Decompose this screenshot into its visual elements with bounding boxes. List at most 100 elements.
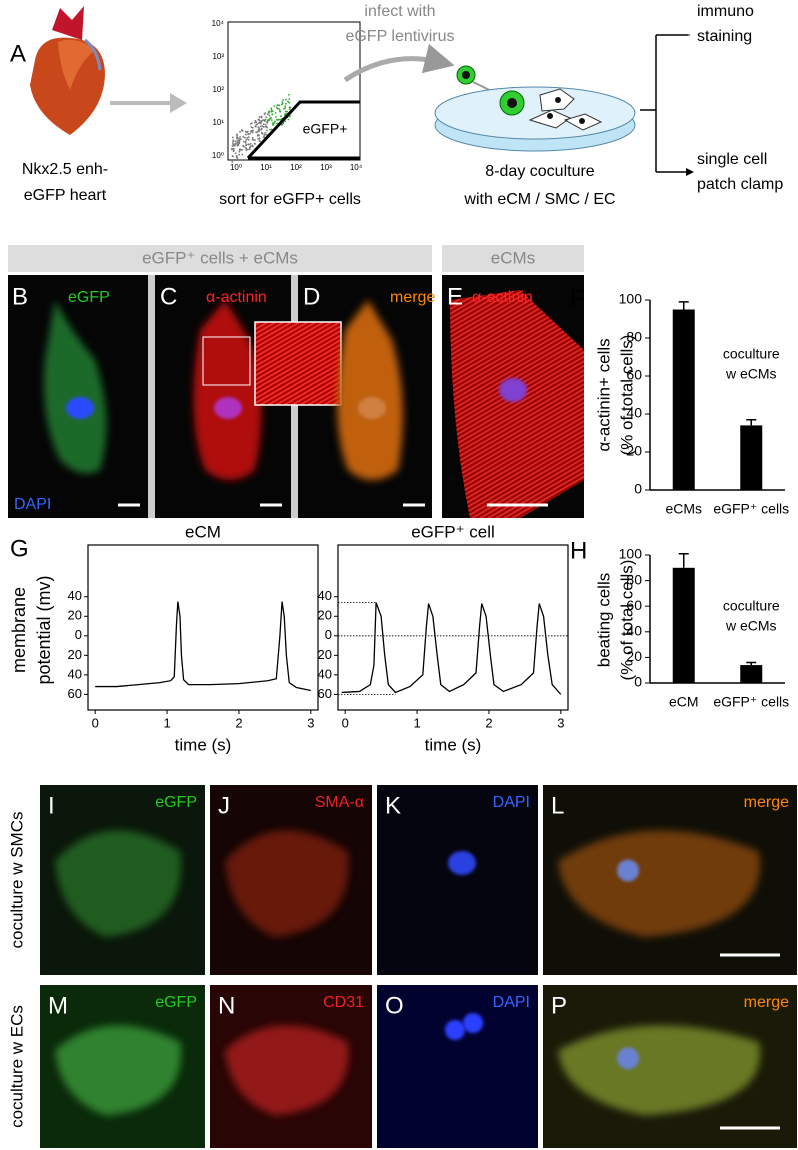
dot bbox=[263, 134, 266, 137]
dot bbox=[256, 123, 259, 126]
x-tick-label: eCMs bbox=[665, 501, 702, 517]
dot bbox=[247, 143, 250, 146]
dot bbox=[262, 126, 265, 128]
y-tick-label: 100 bbox=[619, 546, 643, 562]
dot bbox=[243, 140, 245, 143]
x-tick-label: 2 bbox=[485, 715, 492, 730]
dot bbox=[279, 110, 282, 113]
dot bbox=[265, 133, 268, 136]
stain-label: eGFP bbox=[155, 994, 197, 1011]
dot bbox=[236, 157, 239, 160]
dot bbox=[271, 113, 274, 116]
y-tick-label: 20 bbox=[626, 443, 642, 459]
panel-label: C bbox=[160, 283, 177, 310]
dot bbox=[251, 138, 254, 141]
bar bbox=[740, 425, 763, 490]
bar bbox=[672, 309, 695, 490]
dot bbox=[251, 145, 254, 148]
dot bbox=[288, 108, 291, 111]
micrograph bbox=[377, 985, 538, 1148]
micrograph bbox=[377, 785, 538, 975]
arrow bbox=[343, 43, 455, 83]
flow-tick-label: 10³ bbox=[320, 163, 332, 172]
flow-tick-label: 10¹ bbox=[212, 118, 224, 127]
x-tick-label: 2 bbox=[235, 715, 242, 730]
stain-label: α-actinin bbox=[206, 289, 267, 306]
dot bbox=[244, 141, 247, 144]
y-tick-label: 40 bbox=[318, 666, 332, 681]
caption: patch clamp bbox=[697, 176, 783, 193]
dot bbox=[284, 110, 287, 113]
dot bbox=[245, 143, 248, 146]
dot bbox=[251, 131, 254, 134]
y-tick-label: 0 bbox=[634, 481, 642, 497]
dot bbox=[260, 127, 263, 130]
dot bbox=[284, 113, 286, 116]
y-tick-label: 20 bbox=[68, 647, 82, 662]
dot bbox=[273, 105, 276, 108]
dot bbox=[288, 93, 290, 96]
bar bbox=[740, 665, 763, 683]
dot bbox=[256, 134, 259, 137]
dot bbox=[247, 132, 250, 135]
dot bbox=[236, 144, 239, 147]
dot bbox=[253, 142, 256, 145]
plot-frame bbox=[337, 544, 569, 711]
y-axis-label: membrane bbox=[9, 587, 29, 673]
y-axis-label: potential (mv) bbox=[34, 575, 54, 684]
dot bbox=[238, 153, 241, 156]
plot-frame bbox=[87, 544, 319, 711]
dot bbox=[271, 123, 274, 126]
x-tick-label: eGFP⁺ cells bbox=[713, 694, 789, 710]
dot bbox=[238, 138, 241, 141]
panel-label: J bbox=[218, 792, 230, 819]
dot bbox=[247, 138, 250, 141]
row-b-e: eGFP⁺ cells + eCMs eCMs B C D E eGFP DAP… bbox=[8, 245, 584, 518]
y-tick-label: 40 bbox=[318, 588, 332, 603]
dot bbox=[283, 107, 285, 110]
caption: 8-day coculture bbox=[485, 163, 594, 180]
dot bbox=[245, 138, 248, 141]
dot bbox=[264, 131, 267, 134]
nucleus bbox=[463, 1013, 483, 1033]
dot bbox=[284, 102, 287, 105]
bar bbox=[672, 567, 695, 683]
dot bbox=[249, 142, 252, 145]
dot bbox=[248, 148, 251, 151]
y-tick-label: 0 bbox=[75, 627, 82, 642]
dot bbox=[271, 110, 274, 113]
dot bbox=[288, 101, 290, 104]
dot bbox=[263, 133, 266, 135]
dot bbox=[260, 116, 263, 119]
caption: sort for eGFP+ cells bbox=[219, 191, 361, 208]
dot bbox=[264, 123, 267, 126]
panel-label: O bbox=[385, 992, 404, 1019]
stain-label: α-actinin bbox=[472, 289, 533, 306]
flow-tick-label: 10¹ bbox=[260, 163, 272, 172]
dot bbox=[244, 140, 247, 143]
y-tick-label: 20 bbox=[626, 648, 642, 664]
caption: eGFP lentivirus bbox=[345, 28, 454, 45]
arrowheads bbox=[684, 34, 690, 172]
y-axis-label: beating cells bbox=[594, 573, 613, 668]
flow-dots bbox=[231, 93, 292, 163]
dot bbox=[269, 117, 271, 120]
gate-label: eGFP+ bbox=[303, 121, 348, 137]
dot bbox=[232, 140, 234, 143]
dot bbox=[232, 155, 234, 158]
dot bbox=[232, 147, 235, 150]
dot bbox=[239, 136, 242, 138]
dot bbox=[244, 130, 247, 133]
stain-label: eGFP bbox=[155, 794, 197, 811]
nucleus bbox=[617, 1047, 639, 1070]
dot bbox=[257, 118, 260, 121]
dot bbox=[273, 122, 276, 124]
flow-tick-label: 10⁴ bbox=[350, 163, 363, 172]
dot bbox=[279, 115, 282, 118]
header: eCMs bbox=[491, 248, 535, 267]
y-axis-label: (% of total cells) bbox=[617, 560, 636, 681]
error-bar bbox=[678, 552, 689, 568]
y-tick-label: 0 bbox=[634, 674, 642, 690]
stain-label: DAPI bbox=[493, 994, 530, 1011]
